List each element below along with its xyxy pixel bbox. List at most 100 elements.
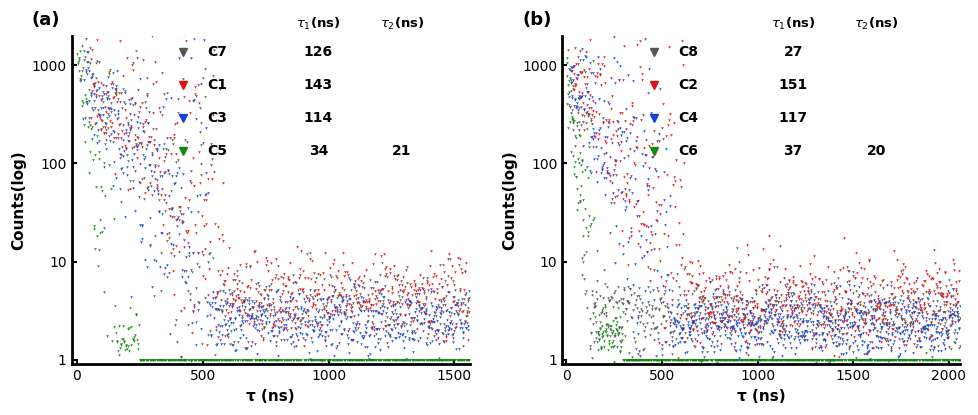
Point <box>778 284 793 290</box>
Point <box>416 309 431 316</box>
Point <box>121 325 137 331</box>
Point <box>687 300 702 307</box>
Point <box>944 320 959 327</box>
Point <box>211 322 227 329</box>
Point <box>250 321 266 327</box>
Point <box>167 180 183 186</box>
Point <box>913 356 929 363</box>
Point <box>758 317 774 324</box>
Point <box>842 297 858 303</box>
Point <box>459 310 474 317</box>
Point <box>903 309 918 316</box>
Point <box>113 144 129 151</box>
Point <box>197 356 212 363</box>
Point <box>445 278 461 284</box>
Point <box>240 356 255 363</box>
Point <box>84 88 100 94</box>
Point <box>359 356 375 363</box>
Point <box>224 304 240 311</box>
Point <box>728 356 743 363</box>
Point <box>336 356 352 363</box>
Point <box>740 330 756 337</box>
Point <box>120 122 136 129</box>
Point <box>632 244 647 250</box>
Point <box>951 344 966 351</box>
Point <box>784 315 800 322</box>
Point <box>748 304 764 310</box>
Point <box>679 304 694 311</box>
Point <box>172 308 188 314</box>
Point <box>883 330 899 336</box>
Point <box>931 291 947 298</box>
Point <box>390 272 406 278</box>
Point <box>707 356 723 363</box>
Point <box>760 297 776 303</box>
Point <box>648 356 664 363</box>
Point <box>781 283 797 290</box>
Point <box>362 331 378 338</box>
Point <box>367 356 382 363</box>
Point <box>137 257 153 264</box>
Point <box>166 135 182 142</box>
Point <box>387 276 403 282</box>
Point <box>112 121 128 127</box>
Point <box>786 356 802 363</box>
Point <box>221 356 237 363</box>
Point <box>566 71 582 78</box>
Text: C5: C5 <box>206 144 227 158</box>
Point <box>669 356 685 363</box>
Point <box>807 330 822 337</box>
Point <box>290 274 306 281</box>
Point <box>859 332 874 338</box>
Point <box>390 314 406 320</box>
Point <box>657 277 673 284</box>
Point <box>769 317 784 324</box>
Point <box>916 277 932 284</box>
Point <box>141 109 156 116</box>
Point <box>627 115 643 122</box>
Point <box>717 356 733 363</box>
Point <box>839 317 855 323</box>
Point <box>852 301 867 308</box>
Point <box>294 268 310 274</box>
Point <box>757 307 773 314</box>
Point <box>167 121 183 128</box>
Point <box>766 349 781 355</box>
Point <box>625 356 641 363</box>
Point <box>229 280 244 287</box>
Point <box>182 297 198 304</box>
Point <box>351 301 367 308</box>
Point <box>128 311 144 317</box>
Point <box>746 287 762 293</box>
Point <box>951 356 966 363</box>
Point <box>288 298 303 305</box>
Point <box>384 317 400 324</box>
Point <box>737 302 753 309</box>
Point <box>132 76 148 83</box>
Point <box>747 321 763 328</box>
Point <box>654 299 670 305</box>
Point <box>453 266 468 272</box>
Point <box>317 337 333 344</box>
Point <box>847 306 863 312</box>
Point <box>563 106 579 113</box>
Point <box>904 327 919 333</box>
Point <box>822 298 837 305</box>
Point <box>628 197 644 204</box>
Point <box>569 200 585 206</box>
Point <box>379 356 395 363</box>
Point <box>895 356 911 363</box>
Point <box>670 356 686 363</box>
Point <box>358 306 374 312</box>
Point <box>675 325 690 332</box>
Point <box>623 354 639 360</box>
Point <box>363 356 378 363</box>
Point <box>863 299 878 306</box>
Point <box>910 327 925 334</box>
Point <box>900 297 915 303</box>
Point <box>273 324 289 331</box>
Point <box>898 322 913 328</box>
Point <box>611 241 627 248</box>
Point <box>751 356 767 363</box>
Point <box>646 324 662 331</box>
